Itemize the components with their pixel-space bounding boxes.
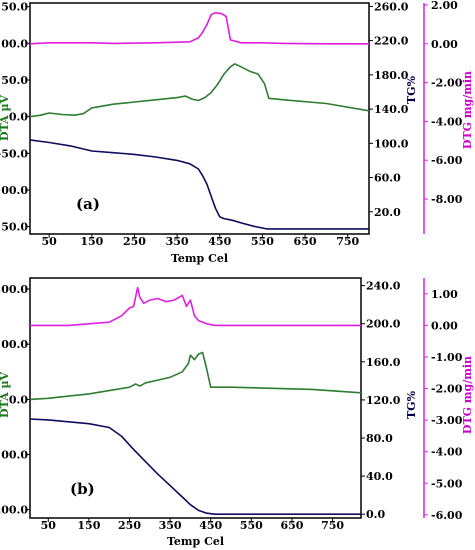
plot-frame [29,277,362,519]
dtg-tick-label: 0.00 [431,319,458,332]
dta-tick-label: -50.0 [0,147,28,160]
dtg-curve [30,11,369,45]
dtg-tick-label: -4.00 [431,446,463,459]
tg-tick-label: 40.0 [366,470,393,483]
x-tick-label: 350 [166,235,189,248]
x-tick-label: 450 [208,235,231,248]
dtg-axis-label: DTG mg/min [461,71,474,149]
dta-tick-label: 0.0 [9,393,28,406]
dtg-tick-label: -1.00 [431,351,463,364]
dtg-tick-label: 2.00 [431,0,458,12]
dta-tick-label: 100.0 [0,37,28,50]
tg-tick-label: 180.0 [374,69,409,82]
tg-tick-label: 220.0 [374,35,409,48]
dtg-tick-label: -2.00 [431,77,463,90]
tg-axis-label: TG% [405,75,418,104]
dta-tick-label: 100.0 [0,338,28,351]
dta-tick-label: 200.0 [0,283,28,296]
x-tick-label: 50 [41,519,57,532]
x-tick-label: 750 [336,235,359,248]
x-tick-label: 650 [280,519,303,532]
x-tick-label: 250 [118,519,141,532]
x-tick-label: 150 [77,519,100,532]
dtg-tick-label: -5.00 [431,477,463,490]
tg-tick-label: 120.0 [366,394,401,407]
x-tick-label: 550 [240,519,263,532]
tg-curve [30,418,361,516]
dta-tick-label: 0.0 [9,111,28,124]
dtg-tick-label: -6.00 [431,154,463,167]
dtg-tick-label: -2.00 [431,383,463,396]
tg-tick-label: 20.0 [374,206,401,219]
dta-tick-label: 150.0 [0,1,28,14]
tg-tick-label: 260.0 [374,0,409,13]
tg-tick-label: 100.0 [374,137,409,150]
dtg-tick-label: -4.00 [431,115,463,128]
tg-tick-label: 200.0 [366,318,401,331]
dta-tick-label: 50.0 [1,74,28,87]
dtg-tick-label: 1.00 [431,288,458,301]
dta-tick-label: -100.0 [0,184,28,197]
panel-label: (b) [70,480,95,498]
dta-curve [30,63,369,118]
dtg-tick-label: -6.00 [431,509,463,522]
panel-a: 50 150 250 350 450 550 650 750 Temp Cel 150.0 100.… [0,0,474,265]
x-tick-label: 250 [123,235,146,248]
dtg-tick-label: 0.00 [431,38,458,51]
x-tick-label: 450 [199,519,222,532]
tg-curve [30,139,369,230]
dtg-axis-label: DTG mg/min [461,356,474,434]
dtg-tick-label: -8.00 [431,193,463,206]
tg-axis-label: TG% [405,390,418,419]
x-tick-label: 750 [321,519,344,532]
dtg-curve [30,286,361,327]
x-tick-label: 350 [159,519,182,532]
plot-frame [29,2,370,235]
x-tick-label: 650 [294,235,317,248]
dta-axis-label: DTA µV [0,372,11,419]
x-tick-label: 50 [42,235,58,248]
tg-tick-label: 240.0 [366,280,401,293]
x-axis-label: Temp Cel [171,252,228,265]
dta-axis-label: DTA µV [0,95,11,142]
tg-tick-label: 60.0 [374,172,401,185]
x-tick-label: 150 [80,235,103,248]
dta-tick-label: -100.0 [0,449,28,462]
tg-tick-label: 0.0 [366,508,385,521]
dta-curve [30,351,361,401]
x-tick-label: 550 [251,235,274,248]
tg-tick-label: 80.0 [366,432,393,445]
tg-tick-label: 160.0 [366,356,401,369]
dta-tick-label: -150.0 [0,221,28,234]
dtg-tick-label: -3.00 [431,414,463,427]
panel-b: 50 150 250 350 450 550 650 750 Temp Cel 200.0 100.… [0,277,474,548]
panel-label: (a) [76,195,100,213]
dta-tick-label: -200.0 [0,504,28,517]
x-axis-label: Temp Cel [167,535,224,548]
tg-tick-label: 140.0 [374,103,409,116]
